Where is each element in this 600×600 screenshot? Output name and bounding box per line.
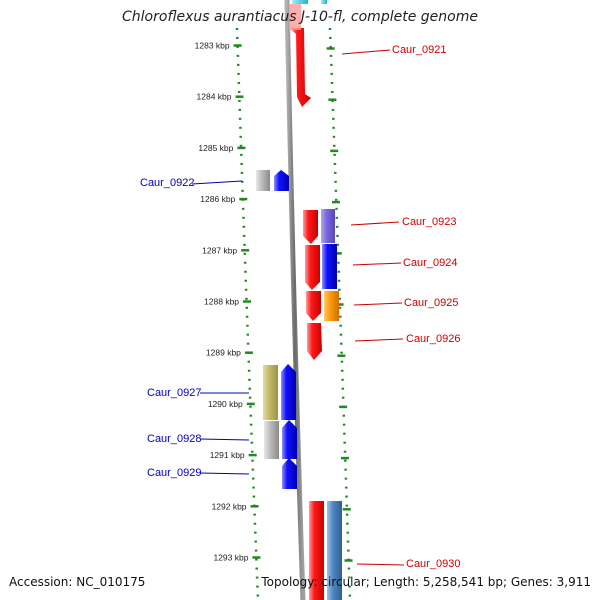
gene-caur-0923[interactable] — [303, 210, 318, 244]
label-caur-0923[interactable]: Caur_0923 — [402, 216, 456, 228]
label-caur-0922[interactable]: Caur_0922 — [140, 177, 194, 189]
gene-0925-orange[interactable] — [324, 291, 339, 321]
gene-0928-gray[interactable] — [264, 421, 279, 459]
label-caur-0929[interactable]: Caur_0929 — [147, 467, 201, 479]
ruler-label: 1291 kbp — [210, 450, 245, 460]
ruler-label: 1285 kbp — [198, 143, 233, 153]
gene-0921-pink — [289, 4, 301, 30]
gene-top-cyan-2 — [321, 0, 327, 4]
gene-0922-gray[interactable] — [256, 170, 270, 191]
label-caur-0928[interactable]: Caur_0928 — [147, 433, 201, 445]
ruler-label: 1284 kbp — [197, 92, 232, 102]
ruler-label: 1292 kbp — [212, 501, 247, 511]
gene-0924-blue[interactable] — [322, 244, 337, 289]
ruler-label: 1286 kbp — [200, 194, 235, 204]
gene-labels: Caur_0921 Caur_0922 Caur_0923 Caur_0924 … — [140, 44, 460, 570]
gene-caur-0929[interactable] — [282, 458, 297, 489]
gene-caur-0930[interactable] — [309, 501, 324, 600]
genome-backbone — [284, 0, 306, 600]
ruler-label: 1287 kbp — [202, 245, 237, 255]
gene-caur-0928[interactable] — [282, 420, 297, 459]
accession-text: Accession: NC_010175 — [9, 575, 146, 589]
genome-title: Chloroflexus aurantiacus J-10-fl, comple… — [122, 9, 478, 25]
ruler-dots-inner — [235, 27, 260, 600]
label-caur-0926[interactable]: Caur_0926 — [406, 333, 460, 345]
gene-top-cyan — [292, 0, 308, 4]
topology-text: Topology: circular; Length: 5,258,541 bp… — [261, 575, 591, 589]
ruler-label: 1283 kbp — [195, 41, 230, 51]
label-caur-0924[interactable]: Caur_0924 — [403, 257, 457, 269]
gene-caur-0927[interactable] — [281, 364, 296, 420]
ruler-label: 1290 kbp — [208, 399, 243, 409]
callouts — [191, 49, 405, 566]
gene-caur-0922[interactable] — [274, 170, 289, 191]
label-caur-0925[interactable]: Caur_0925 — [404, 297, 458, 309]
gene-0927-olive[interactable] — [263, 365, 278, 420]
gene-0930-steel[interactable] — [327, 501, 342, 600]
gene-caur-0924[interactable] — [305, 245, 320, 290]
ruler-label: 1293 kbp — [213, 553, 248, 563]
gene-0923-purple[interactable] — [321, 209, 335, 243]
gene-caur-0926[interactable] — [307, 323, 322, 360]
gene-caur-0925[interactable] — [306, 291, 321, 321]
ruler-label: 1288 kbp — [204, 297, 239, 307]
label-caur-0930[interactable]: Caur_0930 — [406, 558, 460, 570]
label-caur-0921[interactable]: Caur_0921 — [392, 44, 446, 56]
ruler-label: 1289 kbp — [206, 348, 241, 358]
gene-caur-0921[interactable] — [290, 28, 311, 107]
ruler: 1283 kbp 1284 kbp 1285 kbp 1286 kbp 1287 kbp… — [195, 41, 353, 563]
ruler-dots-outer — [328, 27, 352, 600]
label-caur-0927[interactable]: Caur_0927 — [147, 387, 201, 399]
